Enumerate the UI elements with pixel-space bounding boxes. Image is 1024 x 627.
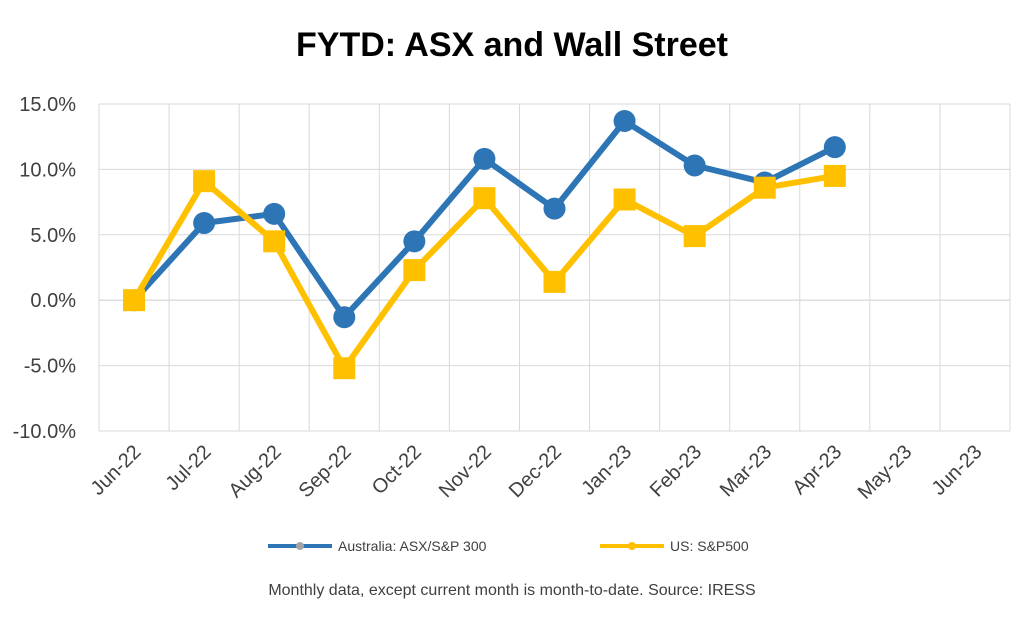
y-tick-label: 10.0% — [19, 159, 76, 181]
data-point — [613, 188, 636, 211]
x-tick-label: Jun-23 — [928, 441, 987, 500]
footnote: Monthly data, except current month is mo… — [268, 582, 756, 599]
data-point — [823, 136, 846, 159]
gridlines — [98, 103, 1011, 432]
series-0 — [123, 110, 846, 329]
data-point — [683, 225, 706, 248]
x-tick-label: Apr-23 — [788, 441, 846, 499]
legend-item-australia: Australia: ASX/S&P 300 — [268, 538, 486, 554]
data-point — [263, 202, 286, 225]
series-1 — [123, 164, 846, 380]
x-tick-label: Aug-22 — [225, 441, 286, 502]
x-tick-label: Jun-22 — [87, 441, 146, 500]
legend-item-us: US: S&P500 — [600, 538, 749, 554]
data-point — [543, 270, 566, 293]
x-tick-label: Nov-22 — [435, 441, 496, 502]
y-tick-label: 5.0% — [30, 225, 76, 247]
y-tick-label: 15.0% — [19, 94, 76, 116]
data-point — [473, 187, 496, 210]
x-tick-label: Mar-23 — [716, 441, 776, 501]
axes: 15.0% 10.0% 5.0% 0.0% -5.0% -10.0% Jun-22 Jul-2… — [13, 94, 1010, 504]
legend-swatch-australia — [268, 539, 332, 553]
data-point — [473, 147, 496, 170]
data-point — [333, 357, 356, 380]
x-tick-label: Jul-22 — [162, 441, 216, 495]
x-tick-label: Oct-22 — [368, 441, 426, 499]
data-point — [193, 170, 216, 193]
series — [123, 110, 846, 380]
y-tick-label: -10.0% — [13, 421, 77, 443]
legend-label-australia: Australia: ASX/S&P 300 — [338, 538, 487, 554]
legend-label-us: US: S&P500 — [670, 538, 749, 554]
data-point — [613, 110, 636, 133]
chart-title: FYTD: ASX and Wall Street — [296, 26, 728, 64]
data-point — [403, 230, 426, 253]
data-point — [123, 289, 146, 312]
legend-swatch-us — [600, 539, 664, 553]
x-tick-label: Sep-22 — [295, 441, 356, 502]
data-point — [543, 197, 566, 220]
data-point — [683, 154, 706, 177]
data-point — [263, 230, 286, 253]
x-tick-label: Feb-23 — [646, 441, 706, 501]
y-tick-label: 0.0% — [30, 290, 76, 312]
data-point — [403, 259, 426, 282]
data-point — [333, 306, 356, 329]
x-tick-label: Jan-23 — [577, 441, 636, 500]
y-tick-label: -5.0% — [24, 356, 76, 378]
x-tick-label: Dec-22 — [505, 441, 566, 502]
x-tick-label: May-23 — [854, 441, 917, 504]
data-point — [753, 176, 776, 199]
data-point — [193, 212, 216, 235]
data-point — [823, 164, 846, 187]
